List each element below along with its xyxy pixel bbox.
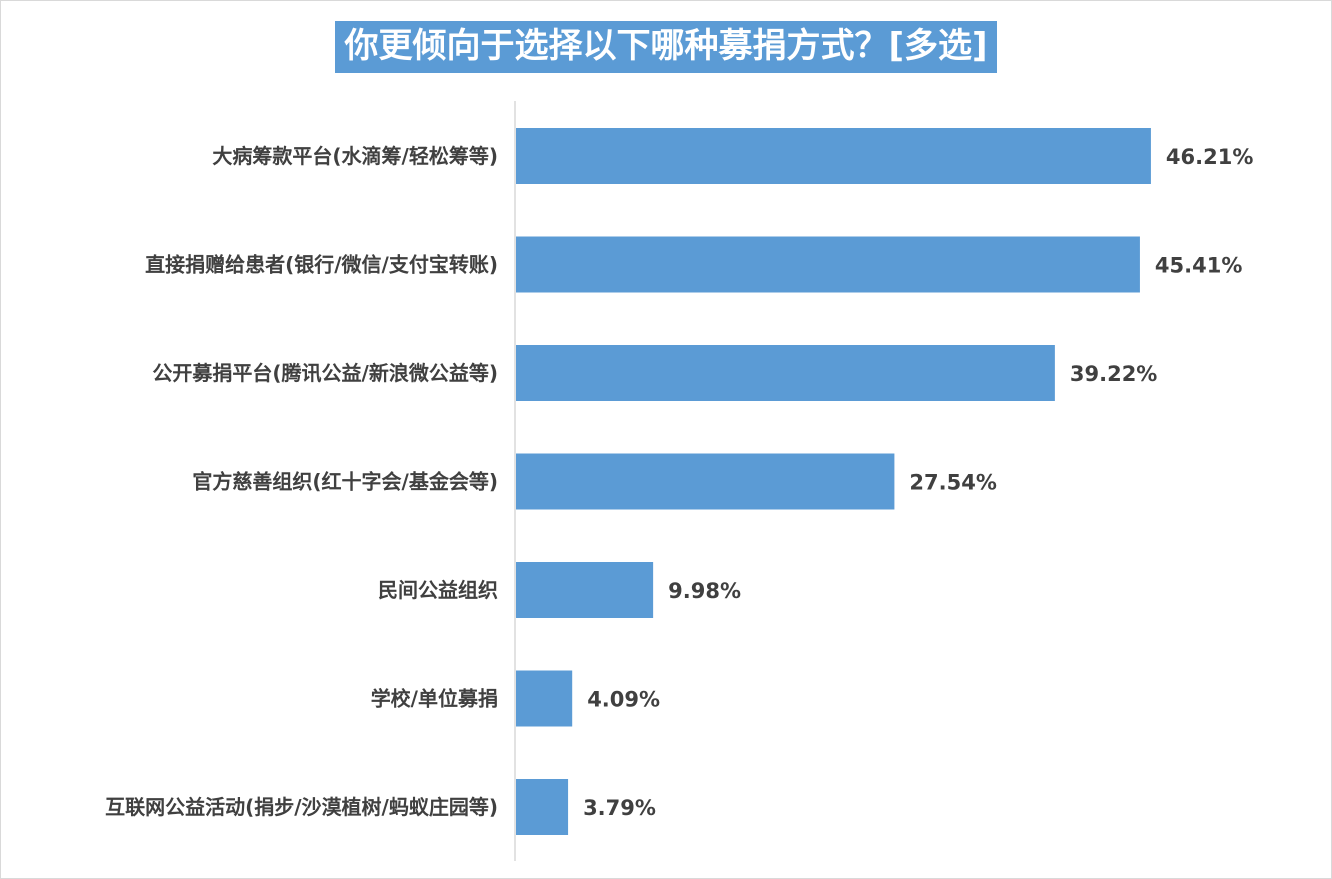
category-label: 直接捐赠给患者(银行/微信/支付宝转账): [145, 253, 498, 277]
data-label: 3.79%: [583, 796, 656, 820]
bar: [516, 562, 654, 618]
data-label: 9.98%: [668, 579, 741, 603]
category-label: 大病筹款平台(水滴筹/轻松筹等): [212, 144, 498, 168]
chart-title: 你更倾向于选择以下哪种募捐方式？[多选]: [335, 21, 997, 73]
bar: [516, 670, 573, 727]
bar: [516, 453, 895, 510]
data-label: 39.22%: [1070, 362, 1157, 386]
bar: [516, 128, 1151, 184]
data-label: 27.54%: [909, 471, 996, 495]
bar: [516, 236, 1140, 293]
category-label: 公开募捐平台(腾讯公益/新浪微公益等): [152, 361, 498, 385]
category-label: 民间公益组织: [378, 578, 498, 602]
bar: [516, 345, 1055, 401]
data-label: 45.41%: [1155, 254, 1242, 278]
category-label: 学校/单位募捐: [371, 687, 498, 711]
category-label: 互联网公益活动(捐步/沙漠植树/蚂蚁庄园等): [105, 795, 498, 819]
data-label: 4.09%: [587, 688, 660, 712]
bar: [516, 779, 569, 835]
category-label: 官方慈善组织(红十字会/基金会等): [192, 470, 498, 494]
data-label: 46.21%: [1166, 145, 1253, 169]
